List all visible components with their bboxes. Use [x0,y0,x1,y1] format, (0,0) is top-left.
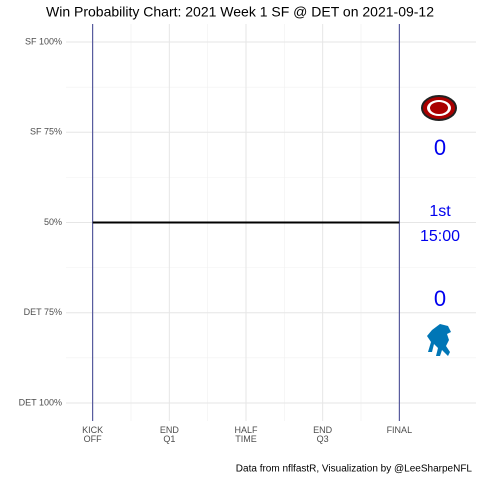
y-tick-label: SF 100% [25,36,62,46]
x-tick-label: END Q3 [313,425,333,444]
sf-logo [421,95,457,121]
y-tick-label: 50% [44,217,62,227]
x-tick-label: KICK OFF [82,425,103,444]
x-tick-label-line: KICK [82,425,103,435]
y-tick-label: DET 75% [24,307,62,317]
x-tick-label-line: OFF [84,434,102,444]
quarter: 1st [429,203,451,220]
y-tick-label: SF 75% [30,127,62,137]
x-tick-label-line: HALF [234,425,258,435]
away-score: 0 [434,135,446,160]
chart-title: Win Probability Chart: 2021 Week 1 SF @ … [46,4,434,20]
x-tick-label-line: END [160,425,180,435]
x-tick-label: HALF TIME [234,425,258,444]
x-tick-label-line: FINAL [387,425,413,435]
x-tick-label: FINAL [387,425,413,435]
y-tick-label: DET 100% [19,397,62,407]
clock: 15:00 [420,228,460,245]
x-tick-label-line: Q3 [317,434,329,444]
x-tick-label-line: END [313,425,333,435]
x-tick-label-line: TIME [235,434,257,444]
caption: Data from nflfastR, Visualization by @Le… [236,464,473,475]
det-logo [427,324,451,356]
x-tick-label: END Q1 [160,425,180,444]
home-score: 0 [434,286,446,311]
x-tick-label-line: Q1 [163,434,175,444]
